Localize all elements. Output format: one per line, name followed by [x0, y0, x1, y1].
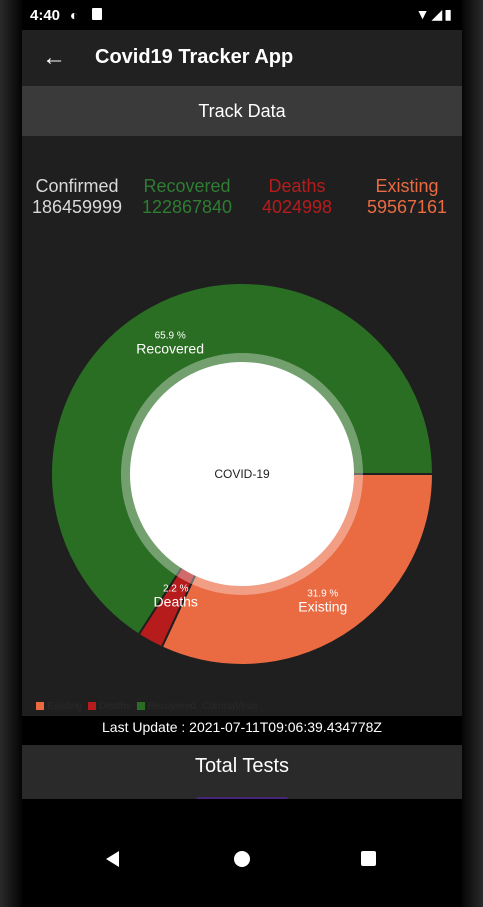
arrow-left-icon: ←	[42, 44, 66, 71]
pie-label-name-existing: Existing	[298, 598, 347, 614]
stat-existing-value: 59567161	[366, 197, 448, 217]
stat-deaths-label: Deaths	[268, 176, 326, 196]
legend-swatch	[136, 702, 145, 711]
triangle-back-icon[interactable]	[106, 851, 119, 867]
legend-item-deaths: Deaths	[88, 701, 131, 712]
data-saver-icon: ◐	[70, 7, 79, 23]
app-bar: ← Covid19 Tracker App	[22, 30, 462, 86]
stat-confirmed-value: 186459999	[31, 197, 123, 217]
stat-recovered-value: 122867840	[141, 197, 233, 217]
total-tests-header: Total Tests	[22, 745, 462, 799]
legend-item-existing: Existing	[36, 701, 82, 712]
legend-label: Recovered	[147, 701, 197, 712]
legend-swatch	[88, 702, 97, 711]
stat-deaths: Deaths 4024998	[242, 176, 352, 218]
legend-item-recovered: Recovered	[136, 701, 197, 712]
stat-existing-label: Existing	[375, 176, 439, 196]
status-time: 4:40	[30, 7, 61, 24]
stat-deaths-value: 4024998	[261, 197, 333, 217]
legend-label: Deaths	[99, 701, 131, 712]
status-right-icons: ▼◢▮	[416, 6, 454, 23]
pie-label-percent-existing: 31.9 %	[307, 588, 338, 599]
covid-pie-chart[interactable]: COVID-19 31.9 %Existing 2.2 %Deaths 65.9 %R…	[22, 266, 462, 686]
system-nav-bar	[22, 799, 462, 907]
circle-home-icon[interactable]	[234, 851, 250, 867]
pie-hole	[130, 362, 354, 586]
chart-legend: Existing Deaths Recovered CoronaVirus	[36, 701, 263, 712]
main-content: Track Data Confirmed 186459999 Recovered…	[22, 86, 462, 716]
app-title: Covid19 Tracker App	[95, 46, 294, 68]
pie-label-percent-recovered: 65.9 %	[155, 330, 186, 341]
pie-label-percent-deaths: 2.2 %	[163, 583, 189, 594]
legend-label: Existing	[47, 701, 83, 712]
stat-recovered-label: Recovered	[143, 176, 231, 196]
stat-confirmed: Confirmed 186459999	[22, 176, 132, 218]
sd-card-icon	[92, 8, 102, 20]
back-button[interactable]: ←	[38, 42, 70, 74]
last-update: Last Update : 2021-07-11T09:06:39.434778…	[22, 716, 462, 744]
track-data-header: Track Data	[22, 86, 462, 136]
pie-label-name-deaths: Deaths	[154, 593, 198, 609]
stat-existing: Existing 59567161	[352, 176, 462, 218]
pie-center-text: COVID-19	[214, 467, 270, 481]
screen: 4:40 ◐ ▼◢▮ ← Covid19 Tracker App Track D…	[22, 0, 462, 907]
pie-label-name-recovered: Recovered	[136, 340, 204, 356]
square-recents-icon[interactable]	[361, 851, 376, 866]
legend-label: CoronaVirus	[202, 701, 258, 712]
status-bar: 4:40 ◐ ▼◢▮	[22, 0, 462, 30]
legend-item-coronavirus: CoronaVirus	[202, 701, 257, 712]
legend-swatch	[36, 702, 44, 711]
battery-icon: ▮	[444, 6, 454, 22]
wifi-icon: ▼	[415, 6, 432, 22]
stat-recovered: Recovered 122867840	[132, 176, 242, 218]
stat-confirmed-label: Confirmed	[35, 176, 119, 196]
signal-icon: ◢	[431, 6, 445, 22]
total-tests-value-partial: ────────	[196, 790, 288, 799]
